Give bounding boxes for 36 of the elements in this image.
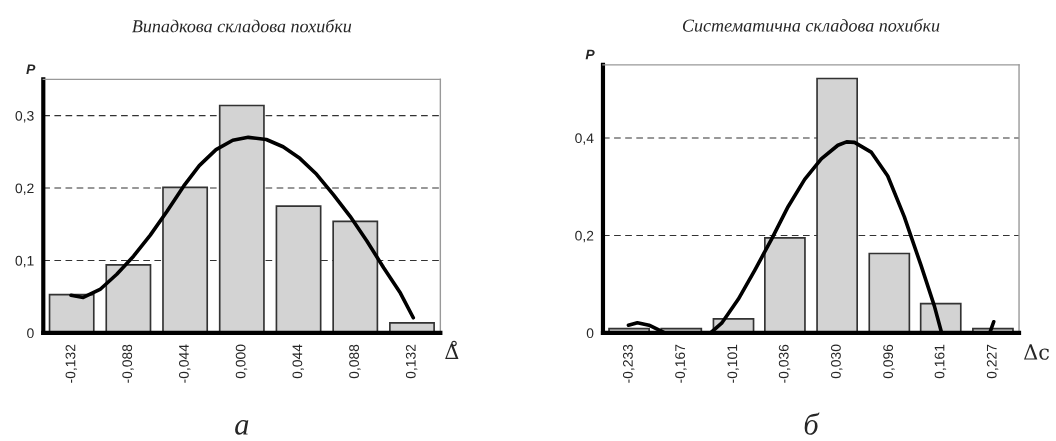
x-tick-label: 0,044 bbox=[292, 344, 304, 379]
x-tick-label: -0,101 bbox=[727, 344, 739, 383]
bar bbox=[218, 104, 265, 333]
text: а bbox=[235, 420, 249, 435]
x-axis-title: Δc bbox=[1023, 344, 1049, 360]
y-tick-label: 0 bbox=[586, 328, 594, 339]
bar bbox=[162, 186, 209, 333]
x-tick-label: 0,161 bbox=[934, 344, 947, 379]
x-axis-title: Δ̊ bbox=[445, 340, 459, 359]
x-tick-label: 0,088 bbox=[349, 344, 361, 379]
x-tick-label: -0,132 bbox=[65, 344, 78, 383]
x-tick-label: 0,132 bbox=[405, 344, 418, 379]
chart-title: Випадкова складова похибки bbox=[132, 19, 352, 33]
x-tick-label: -0,233 bbox=[622, 344, 635, 383]
y-tick-label: 0 bbox=[27, 328, 34, 339]
bar bbox=[105, 264, 152, 333]
line-series bbox=[69, 135, 416, 320]
y-axis-title: P bbox=[585, 49, 595, 60]
y-tick-label: 0,4 bbox=[575, 133, 594, 145]
y-axis-title: P bbox=[26, 64, 36, 74]
y-tick-label: 0,2 bbox=[15, 183, 34, 195]
y-tick-label: 0,2 bbox=[575, 230, 594, 243]
text: б bbox=[804, 412, 820, 435]
x-tick-label: 0,030 bbox=[831, 344, 843, 379]
x-tick-label: -0,044 bbox=[178, 344, 191, 383]
y-tick-label: 0,3 bbox=[15, 110, 34, 123]
chart-title: Систематична складова похибки bbox=[682, 18, 940, 32]
y-tick-label: 0,1 bbox=[15, 255, 34, 268]
bar bbox=[868, 252, 911, 333]
x-tick-label: 0,096 bbox=[883, 344, 895, 379]
x-tick-label: -0,088 bbox=[122, 344, 134, 383]
bar bbox=[48, 293, 95, 333]
x-tick-label: -0,167 bbox=[675, 344, 687, 383]
x-tick-label: 0,000 bbox=[235, 344, 248, 379]
x-tick-label: -0,036 bbox=[778, 344, 791, 383]
x-tick-label: 0,227 bbox=[986, 344, 999, 379]
